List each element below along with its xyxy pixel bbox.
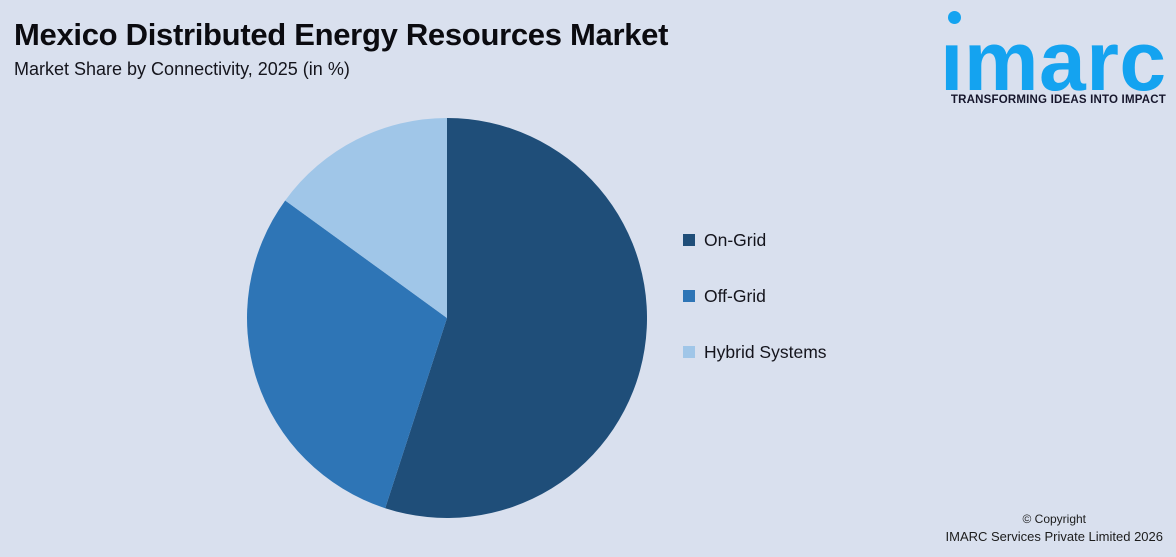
legend-label-on-grid: On-Grid: [704, 229, 767, 250]
imarc-logo: ımarc TRANSFORMING IDEAS INTO IMPACT: [936, 8, 1168, 108]
pie-chart: [247, 118, 647, 518]
pie-slice-hybrid-systems: [285, 118, 447, 318]
pie-slice-off-grid: [247, 200, 447, 509]
legend-item-on-grid: On-Grid: [683, 229, 827, 251]
legend-swatch-off-grid: [683, 290, 695, 302]
legend-swatch-hybrid-systems: [683, 346, 695, 358]
copyright-line-1: © Copyright: [1022, 512, 1087, 526]
legend-item-hybrid-systems: Hybrid Systems: [683, 341, 827, 363]
logo-tagline: TRANSFORMING IDEAS INTO IMPACT: [950, 94, 1166, 106]
logo-wordmark: ımarc: [940, 14, 1167, 108]
legend-swatch-on-grid: [683, 234, 695, 246]
pie-slice-on-grid: [385, 118, 647, 518]
page-title: Mexico Distributed Energy Resources Mark…: [14, 17, 669, 52]
legend-label-hybrid-systems: Hybrid Systems: [704, 341, 827, 362]
copyright-line-2: IMARC Services Private Limited 2026: [945, 529, 1163, 544]
logo-dot-icon: [948, 11, 961, 24]
legend-label-off-grid: Off-Grid: [704, 285, 766, 306]
header: Mexico Distributed Energy Resources Mark…: [14, 16, 668, 80]
page-subtitle: Market Share by Connectivity, 2025 (in %…: [14, 58, 350, 79]
chart-legend: On-Grid Off-Grid Hybrid Systems: [683, 229, 827, 363]
legend-item-off-grid: Off-Grid: [683, 285, 827, 307]
copyright-notice: © Copyright IMARC Services Private Limit…: [946, 512, 1163, 544]
